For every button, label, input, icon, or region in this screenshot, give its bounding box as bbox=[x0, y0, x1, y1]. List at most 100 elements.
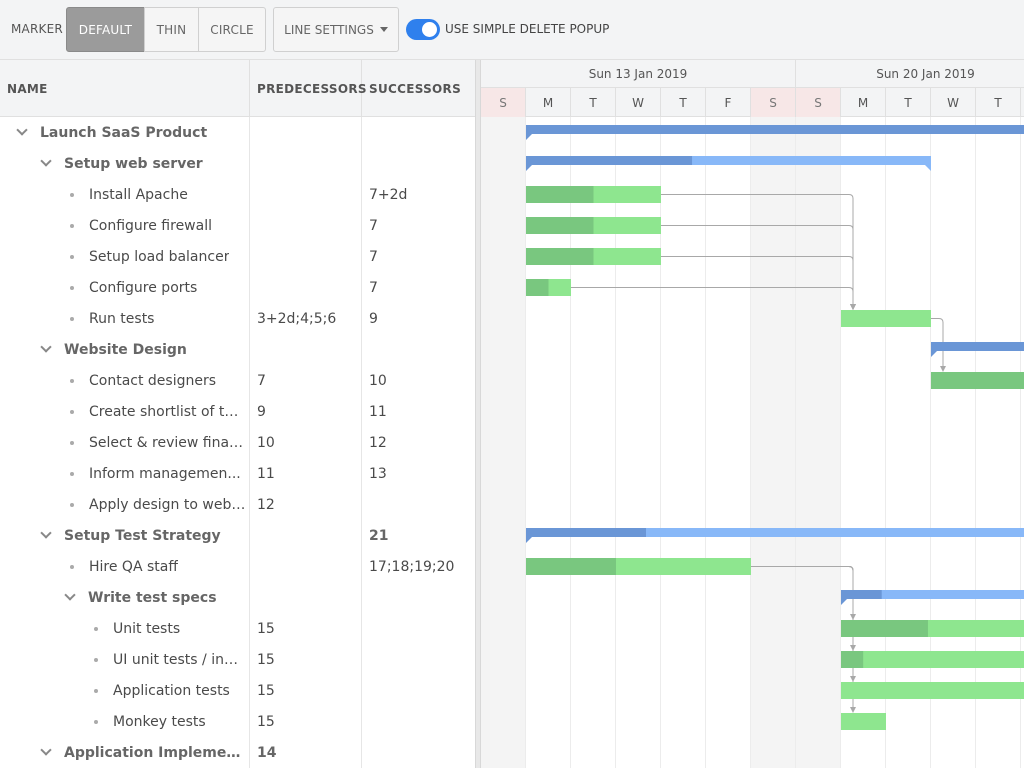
successors-cell[interactable]: 17;18;19;20 bbox=[369, 558, 455, 575]
grid-row[interactable]: Hire QA staff 17;18;19;20 bbox=[0, 551, 475, 582]
successors-cell[interactable]: 12 bbox=[369, 434, 387, 451]
grid-row[interactable]: Apply design to web ... 12 bbox=[0, 489, 475, 520]
successors-cell[interactable]: 7 bbox=[369, 279, 378, 296]
marker-default-button[interactable]: DEFAULT bbox=[66, 7, 145, 52]
grid-row[interactable]: Install Apache 7+2d bbox=[0, 179, 475, 210]
grid-row[interactable]: Create shortlist of th... 9 11 bbox=[0, 396, 475, 427]
predecessors-cell[interactable]: 15 bbox=[257, 620, 275, 637]
predecessors-cell[interactable] bbox=[257, 148, 357, 179]
grid-row[interactable]: Launch SaaS Product bbox=[0, 117, 475, 148]
chevron-down-icon[interactable] bbox=[16, 124, 28, 136]
grid-row[interactable]: Contact designers 7 10 bbox=[0, 365, 475, 396]
grid-row[interactable]: Write test specs bbox=[0, 582, 475, 613]
task-name-cell[interactable]: Write test specs bbox=[0, 582, 246, 613]
successors-cell[interactable]: 7+2d bbox=[369, 186, 408, 203]
predecessors-cell[interactable]: 12 bbox=[257, 496, 275, 513]
predecessors-cell[interactable]: 7 bbox=[257, 372, 266, 389]
chevron-down-icon[interactable] bbox=[40, 527, 52, 539]
column-header-name[interactable]: NAME bbox=[0, 60, 250, 117]
successors-cell[interactable] bbox=[369, 582, 469, 613]
predecessors-cell[interactable]: 15 bbox=[257, 713, 275, 730]
grid-row[interactable]: Configure ports 7 bbox=[0, 272, 475, 303]
task-name-cell[interactable]: Setup web server bbox=[0, 148, 246, 179]
task-name-cell[interactable]: Application Implement... bbox=[0, 737, 246, 768]
predecessors-cell[interactable] bbox=[257, 241, 357, 272]
chevron-down-icon[interactable] bbox=[40, 341, 52, 353]
successors-cell[interactable]: 21 bbox=[369, 527, 389, 544]
task-name-cell[interactable]: Setup Test Strategy bbox=[0, 520, 246, 551]
successors-cell[interactable] bbox=[369, 489, 469, 520]
simple-delete-popup-toggle[interactable] bbox=[406, 19, 440, 40]
grid-row[interactable]: Configure firewall 7 bbox=[0, 210, 475, 241]
task-name-cell[interactable]: Unit tests bbox=[0, 613, 246, 644]
marker-circle-button[interactable]: CIRCLE bbox=[198, 7, 266, 52]
task-name-cell[interactable]: Inform managemen... bbox=[0, 458, 246, 489]
grid-row[interactable]: Setup Test Strategy 21 bbox=[0, 520, 475, 551]
column-header-successors[interactable]: SUCCESSORS bbox=[369, 81, 462, 96]
successors-cell[interactable]: 9 bbox=[369, 310, 378, 327]
predecessors-cell[interactable] bbox=[257, 334, 357, 365]
grid-row[interactable]: Setup load balancer 7 bbox=[0, 241, 475, 272]
task-name-cell[interactable]: Website Design bbox=[0, 334, 246, 365]
grid-row[interactable]: Setup web server bbox=[0, 148, 475, 179]
successors-cell[interactable]: 13 bbox=[369, 465, 387, 482]
predecessors-cell[interactable]: 10 bbox=[257, 434, 275, 451]
successors-cell[interactable]: 7 bbox=[369, 248, 378, 265]
successors-cell[interactable] bbox=[369, 148, 469, 179]
successors-cell[interactable] bbox=[369, 675, 469, 706]
gantt-timeline[interactable] bbox=[481, 117, 1024, 768]
predecessors-cell[interactable]: 15 bbox=[257, 682, 275, 699]
task-name-cell[interactable]: Apply design to web ... bbox=[0, 489, 246, 520]
grid-row[interactable]: UI unit tests / indi... 15 bbox=[0, 644, 475, 675]
simple-delete-popup-label[interactable]: USE SIMPLE DELETE POPUP bbox=[445, 22, 610, 36]
successors-cell[interactable] bbox=[369, 613, 469, 644]
successors-cell[interactable]: 10 bbox=[369, 372, 387, 389]
predecessors-cell[interactable] bbox=[257, 272, 357, 303]
chevron-down-icon[interactable] bbox=[64, 589, 76, 601]
predecessors-cell[interactable]: 3+2d;4;5;6 bbox=[257, 310, 337, 327]
successors-cell[interactable] bbox=[369, 706, 469, 737]
task-name-cell[interactable]: Run tests bbox=[0, 303, 246, 334]
predecessors-cell[interactable] bbox=[257, 582, 357, 613]
grid-row[interactable]: Run tests 3+2d;4;5;6 9 bbox=[0, 303, 475, 334]
task-name-cell[interactable]: Monkey tests bbox=[0, 706, 246, 737]
grid-row[interactable]: Monkey tests 15 bbox=[0, 706, 475, 737]
task-name-cell[interactable]: Create shortlist of th... bbox=[0, 396, 246, 427]
successors-cell[interactable] bbox=[369, 644, 469, 675]
successors-cell[interactable]: 11 bbox=[369, 403, 387, 420]
line-settings-dropdown[interactable]: LINE SETTINGS bbox=[273, 7, 399, 52]
task-name-cell[interactable]: Setup load balancer bbox=[0, 241, 246, 272]
predecessors-cell[interactable] bbox=[257, 551, 357, 582]
task-name-cell[interactable]: Configure firewall bbox=[0, 210, 246, 241]
task-name-cell[interactable]: Launch SaaS Product bbox=[0, 117, 246, 148]
successors-cell[interactable] bbox=[369, 737, 469, 768]
grid-splitter[interactable] bbox=[475, 60, 481, 768]
task-name-cell[interactable]: Select & review final ... bbox=[0, 427, 246, 458]
column-header-predecessors[interactable]: PREDECESSORS bbox=[250, 60, 367, 117]
predecessors-cell[interactable]: 15 bbox=[257, 651, 275, 668]
task-name-cell[interactable]: Application tests bbox=[0, 675, 246, 706]
successors-cell[interactable]: 7 bbox=[369, 217, 378, 234]
predecessors-cell[interactable]: 9 bbox=[257, 403, 266, 420]
grid-row[interactable]: Website Design bbox=[0, 334, 475, 365]
predecessors-cell[interactable] bbox=[257, 520, 357, 551]
task-name-cell[interactable]: Configure ports bbox=[0, 272, 246, 303]
predecessors-cell[interactable] bbox=[257, 117, 357, 148]
gantt-chart[interactable] bbox=[481, 117, 1024, 768]
grid-row[interactable]: Unit tests 15 bbox=[0, 613, 475, 644]
successors-cell[interactable] bbox=[369, 334, 469, 365]
marker-thin-button[interactable]: THIN bbox=[144, 7, 199, 52]
predecessors-cell[interactable] bbox=[257, 210, 357, 241]
chevron-down-icon[interactable] bbox=[40, 744, 52, 756]
task-name-cell[interactable]: Install Apache bbox=[0, 179, 246, 210]
chevron-down-icon[interactable] bbox=[40, 155, 52, 167]
grid-row[interactable]: Inform managemen... 11 13 bbox=[0, 458, 475, 489]
task-name-cell[interactable]: Hire QA staff bbox=[0, 551, 246, 582]
predecessors-cell[interactable]: 14 bbox=[257, 744, 277, 761]
task-name-cell[interactable]: UI unit tests / indi... bbox=[0, 644, 246, 675]
grid-row[interactable]: Select & review final ... 10 12 bbox=[0, 427, 475, 458]
predecessors-cell[interactable]: 11 bbox=[257, 465, 275, 482]
grid-row[interactable]: Application tests 15 bbox=[0, 675, 475, 706]
predecessors-cell[interactable] bbox=[257, 179, 357, 210]
task-name-cell[interactable]: Contact designers bbox=[0, 365, 246, 396]
